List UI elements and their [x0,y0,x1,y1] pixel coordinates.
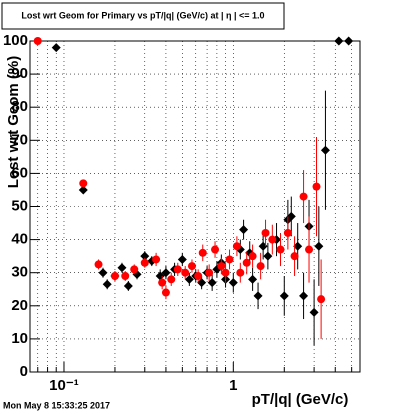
point [334,36,344,46]
point [102,279,112,289]
point [130,265,139,274]
point [232,242,241,251]
point [117,263,127,273]
point [279,291,289,301]
y-tick-label: 10 [11,330,28,347]
chart-title: Lost wrt Geom for Primary vs pT/|q| (GeV… [21,10,264,20]
point [239,225,249,235]
point [187,262,196,271]
point [173,265,182,274]
point [207,278,217,288]
point [312,182,321,191]
footer: Mon May 8 15:33:25 2017 [3,400,110,410]
point [211,245,220,254]
point [263,251,273,261]
point [194,272,203,281]
point [197,278,207,288]
point [293,241,303,251]
point [161,268,171,278]
x-tick-label: 1 [229,377,237,394]
y-tick-label: 60 [11,164,28,181]
point [314,241,324,251]
y-tick-label: 40 [11,231,28,248]
point [221,268,230,277]
point [276,245,285,254]
point [152,255,161,264]
point [198,248,207,257]
point [309,307,319,317]
point [228,278,238,288]
point [317,295,326,304]
point [98,268,108,278]
title-box [1,2,285,30]
y-axis-label: Lost wrt Geom (%) [5,56,22,189]
point [158,278,167,287]
point [236,268,245,277]
point [33,37,42,45]
point [344,36,354,46]
y-tick-label: 30 [11,264,28,281]
x-axis-label: pT/|q| (GeV/c) [252,391,349,408]
point [181,268,190,277]
point [261,228,270,237]
point [51,43,61,53]
point [140,251,150,261]
point [256,262,265,271]
point [205,268,214,277]
point [242,258,251,267]
point [248,252,257,261]
point [299,291,309,301]
point [79,179,88,188]
point [225,255,234,264]
point [290,252,299,261]
point [283,228,292,237]
x-tick-label: 10⁻¹ [49,377,79,394]
point [110,272,119,281]
y-tick-label: 90 [11,65,28,82]
point [268,235,277,244]
y-tick-label: 70 [11,131,28,148]
point [184,274,194,284]
point [121,272,130,281]
y-tick-label: 50 [11,197,28,214]
point [253,291,263,301]
point [140,258,149,267]
point [217,262,226,271]
point [177,254,187,264]
y-tick-label: 20 [11,297,28,314]
point [305,245,314,254]
point [299,192,308,201]
point [94,260,103,269]
point [78,185,88,195]
point [248,274,258,284]
y-tick-label: 80 [11,98,28,115]
point [161,288,170,297]
y-tick-label: 0 [20,363,28,380]
point [286,211,296,221]
point [123,281,133,291]
y-tick-label: 100 [3,32,28,49]
point [320,145,330,155]
point [167,275,176,284]
